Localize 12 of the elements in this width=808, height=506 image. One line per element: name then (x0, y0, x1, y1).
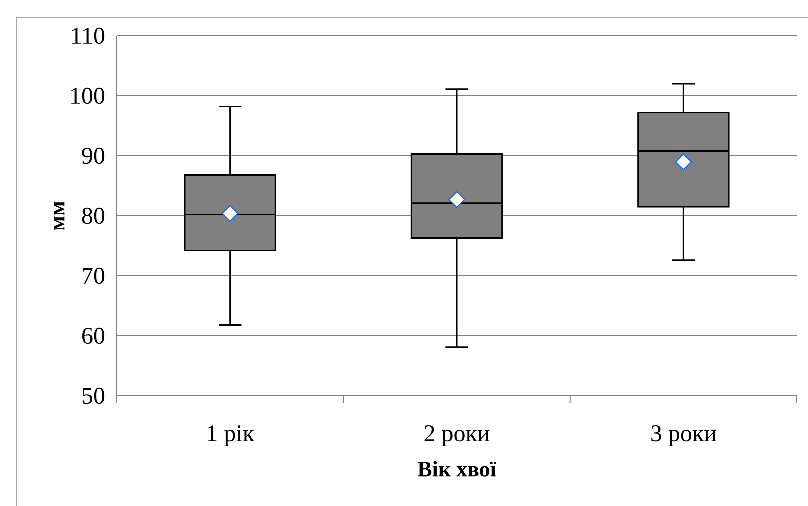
y-tick-label: 70 (83, 268, 105, 284)
x-tick-label: 3 роки (652, 426, 716, 447)
y-axis-title: мм (54, 202, 65, 230)
x-tick-label: 2 роки (424, 426, 490, 447)
y-tick-label: 80 (82, 208, 105, 224)
x-tick-label: 1 рік (208, 426, 255, 447)
y-tick-label: 60 (82, 328, 105, 344)
y-tick-label: 50 (82, 388, 105, 404)
y-tick-label: 90 (82, 148, 105, 164)
y-tick-label: 100 (72, 88, 105, 104)
x-axis-title: Вік хвої (418, 461, 497, 477)
y-tick-label: 110 (72, 28, 105, 44)
